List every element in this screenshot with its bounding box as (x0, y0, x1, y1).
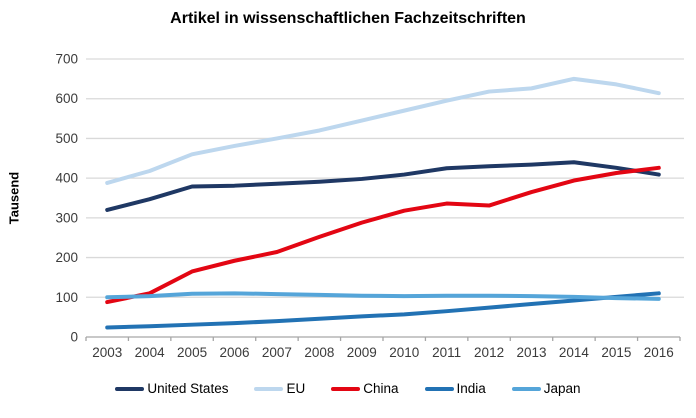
x-tick-label: 2005 (177, 345, 207, 360)
legend-line-swatch (254, 386, 284, 391)
y-tick-label: 600 (55, 91, 78, 106)
x-tick-label: 2004 (135, 345, 166, 360)
chart-title: Artikel in wissenschaftlichen Fachzeitsc… (170, 10, 526, 27)
series-line-japan (105, 291, 661, 301)
series-line-india (105, 291, 661, 330)
x-tick-label: 2008 (304, 345, 334, 360)
legend-line-swatch (424, 386, 454, 391)
legend-item-eu: EU (254, 381, 305, 396)
legend-item-japan: Japan (511, 381, 581, 396)
series-line-eu (105, 76, 661, 185)
x-tick-label: 2012 (474, 345, 504, 360)
legend-item-united-states: United States (115, 381, 228, 396)
x-tick-label: 2011 (432, 345, 461, 360)
x-tick-label: 2006 (219, 345, 249, 360)
x-tick-label: 2013 (516, 345, 546, 360)
legend-label: India (456, 381, 486, 396)
x-tick-label: 2009 (347, 345, 377, 360)
legend-label: EU (286, 381, 306, 396)
legend-item-india: India (424, 381, 486, 396)
x-tick-label: 2016 (644, 345, 674, 360)
legend-line-swatch (115, 386, 145, 391)
x-tick-label: 2007 (262, 345, 292, 360)
y-tick-label: 0 (70, 330, 78, 345)
legend-item-china: China (331, 381, 399, 396)
x-tick-label: 2010 (389, 345, 419, 360)
y-tick-label: 400 (55, 171, 78, 186)
y-tick-label: 500 (55, 131, 78, 146)
y-tick-label: 300 (55, 210, 78, 225)
y-tick-label: 200 (55, 250, 78, 265)
legend-line-swatch (331, 386, 361, 391)
x-tick-label: 2014 (559, 345, 590, 360)
x-tick-label: 2003 (92, 345, 122, 360)
legend-line-swatch (511, 386, 541, 391)
x-tick-label: 2015 (601, 345, 631, 360)
legend-label: China (363, 381, 399, 396)
legend: United States EU China India Japan (0, 381, 696, 396)
legend-label: Japan (543, 381, 581, 396)
y-tick-label: 100 (55, 290, 78, 305)
y-tick-label: 700 (55, 52, 78, 67)
series-line-united-states (105, 160, 661, 212)
legend-label: United States (147, 381, 229, 396)
series-line-china (105, 165, 661, 305)
